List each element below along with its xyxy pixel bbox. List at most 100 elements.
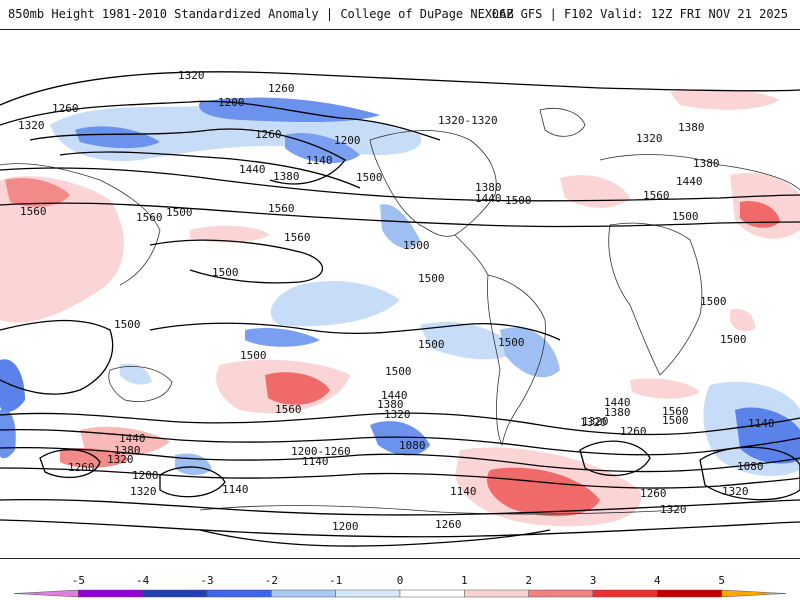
colorbar: -5 -4 -3 -2 -1 0 1 2 3 4 5 [13,574,787,598]
contour-label: 1200 [132,469,159,482]
map-title: 850mb Height 1981-2010 Standardized Anom… [8,7,514,21]
colorbar-tick-label: 3 [590,574,597,587]
north-america-outline [369,130,497,237]
colorbar-segment [13,589,79,598]
contour-label: 1320-1320 [438,114,498,127]
contour-label: 1260 [68,461,95,474]
contour-label: 1380 [475,181,502,194]
negative-anomaly-shading [0,97,800,476]
contour-label: 1440 [119,432,146,445]
contour-label: 1500 [720,333,747,346]
contour-label: 1140 [302,455,329,468]
colorbar-segment [657,589,722,598]
contour-label: 1320 [722,485,749,498]
contour-label: 1200-1260 [291,445,351,458]
south-america-outline [487,274,546,447]
contour-label: 1560 [136,211,163,224]
colorbar-tick-labels: -5 -4 -3 -2 -1 0 1 2 3 4 5 [72,574,725,587]
contour-label: 1320 [130,485,157,498]
contour-label: 1500 [418,338,445,351]
contour-label: 1200 [332,520,359,533]
contour-label: 1080 [737,460,764,473]
greenland-outline [539,108,586,137]
contour-label: 1500 [385,365,412,378]
central-america-outline [454,234,489,276]
contour-label: 1140 [306,154,333,167]
contour-label: 1560 [20,205,47,218]
contour-label: 1500 [403,239,430,252]
contour-label: 1260 [52,102,79,115]
contour-label: 1320 [580,416,607,429]
colorbar-segment [78,589,143,598]
contour-labels: 1320 1260 1200 1260 1320 1320-1320 1380 … [18,69,775,533]
contour-label: 1260 [620,425,647,438]
contour-label: 1380 [678,121,705,134]
model-run-info: 06Z GFS | F102 Valid: 12Z FRI NOV 21 202… [491,7,788,21]
colorbar-tick-label: 1 [461,574,468,587]
asia-outline [0,163,161,286]
contour-label: 1440 [475,192,502,205]
colorbar-tick-label: 2 [525,574,532,587]
anomaly-map: 1320 1260 1200 1260 1320 1320-1320 1380 … [0,29,800,559]
contour-label: 1500 [418,272,445,285]
colorbar-segment [528,589,594,598]
contour-label: 1320 [178,69,205,82]
colorbar-segment [271,589,336,598]
contour-label: 1500 [240,349,267,362]
contour-label: 1500 [356,171,383,184]
colorbar-tick-label: 0 [397,574,404,587]
contour-label: 1500 [505,194,532,207]
contour-label: 1380 [693,157,720,170]
height-contours [0,71,800,547]
contour-label: 1320 [660,503,687,516]
contour-label: 1500 [114,318,141,331]
contour-label: 1260 [640,487,667,500]
contour-label: 1380 [604,406,631,419]
contour-label: 1140 [222,483,249,496]
contour-label: 1560 [284,231,311,244]
contour-label: 1500 [662,414,689,427]
contour-label: 1320 [384,408,411,421]
contour-label: 1500 [166,206,193,219]
colorbar-tick-label: 4 [654,574,661,587]
europe-outline [599,154,800,191]
contour-label: 1500 [498,336,525,349]
contour-label: 1260 [435,518,462,531]
contour-label: 1140 [748,417,775,430]
contour-label: 1560 [275,403,302,416]
contour-label: 1560 [643,189,670,202]
colorbar-segment [142,589,208,598]
colorbar-segment [206,589,272,598]
colorbar-segment [721,589,787,598]
colorbar-tick-label: -5 [72,574,85,587]
contour-label: 1260 [255,128,282,141]
contour-label: 1200 [218,96,245,109]
contour-label: 1560 [268,202,295,215]
contour-label: 1440 [604,396,631,409]
contour-label: 1560 [662,405,689,418]
colorbar-tick-label: 5 [718,574,725,587]
contour-label: 1440 [676,175,703,188]
colorbar-tick-label: -3 [200,574,213,587]
contour-label: 1440 [239,163,266,176]
contour-label: 1080 [399,439,426,452]
colorbar-tick-label: -2 [265,574,278,587]
contour-label: 1320 [636,132,663,145]
contour-label: 1200 [334,134,361,147]
antarctica-outline [199,505,681,515]
colorbar-tick-label: -4 [136,574,150,587]
australia-outline [108,366,173,402]
contour-label: 1320 [582,415,609,428]
colorbar-segment [592,589,658,598]
colorbar-segment [464,589,529,598]
contour-label: 1500 [700,295,727,308]
contour-label: 1500 [672,210,699,223]
colorbar-segment [335,589,401,598]
colorbar-segment [399,589,465,598]
header-bar: 850mb Height 1981-2010 Standardized Anom… [0,0,800,28]
contour-label: 1140 [450,485,477,498]
contour-label: 1320 [18,119,45,132]
contour-label: 1380 [273,170,300,183]
land-outlines [0,108,800,515]
contour-label: 1380 [377,398,404,411]
